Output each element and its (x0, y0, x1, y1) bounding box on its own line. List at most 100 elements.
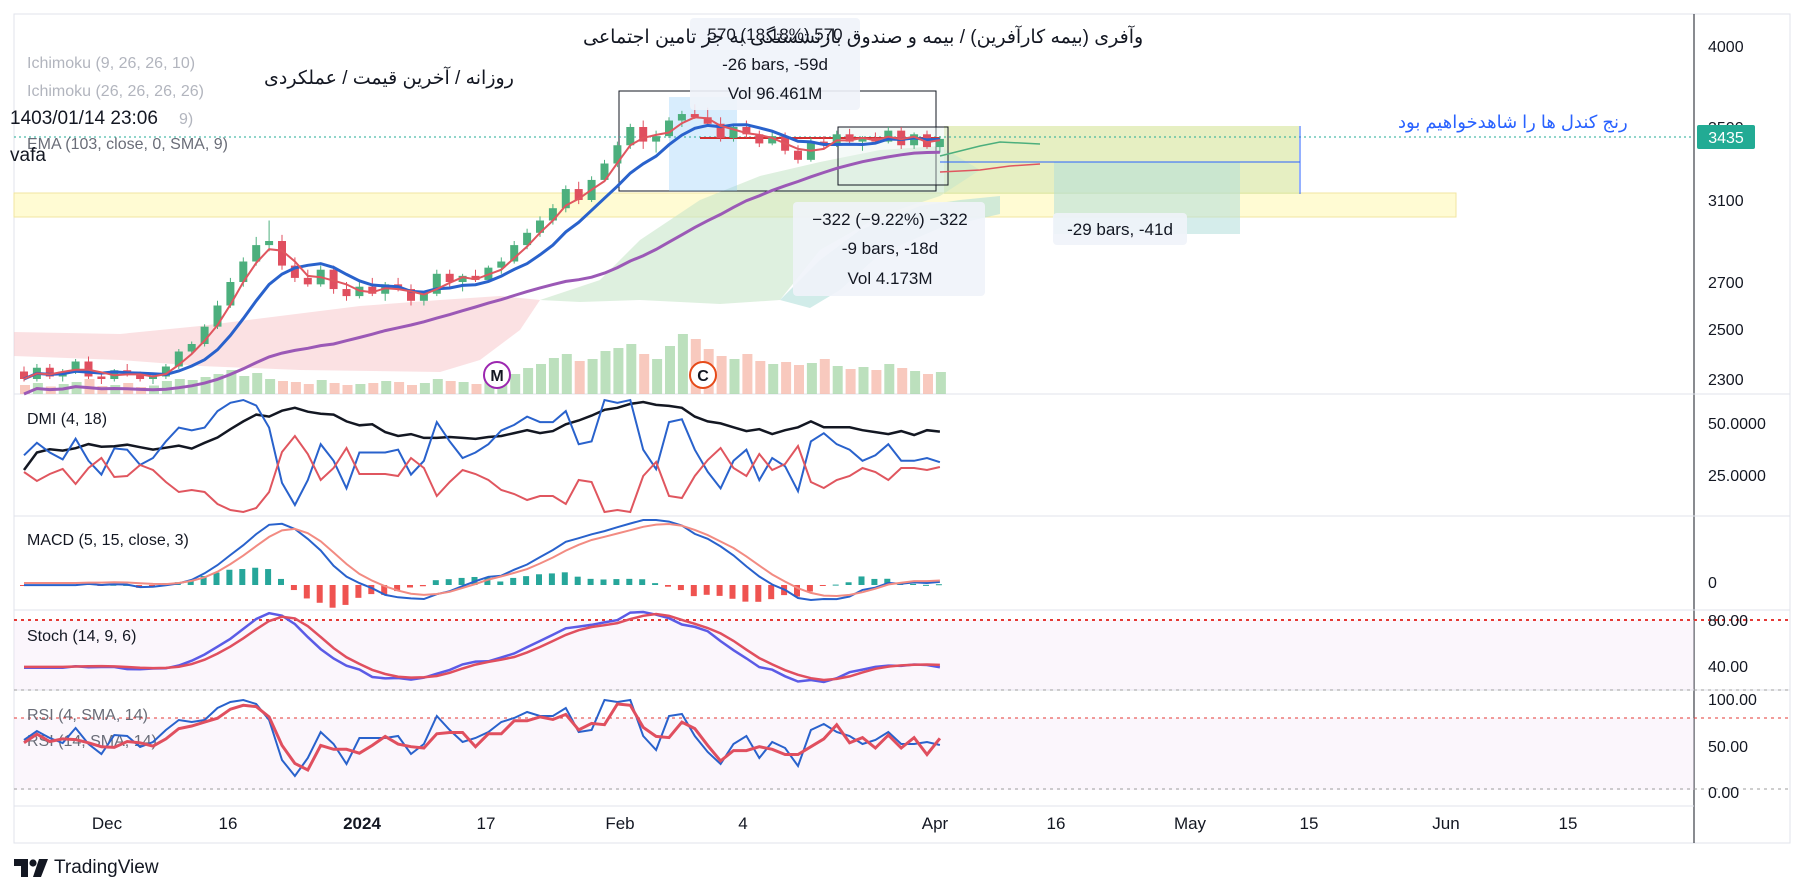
candle-body (626, 127, 635, 146)
candle-body (858, 137, 867, 142)
chart-datetime: 1403/01/14 23:06 (10, 108, 158, 129)
kijun-line (23, 123, 940, 381)
volume-bar (445, 381, 456, 394)
tenkan-line (23, 116, 941, 380)
volume-bar (213, 374, 224, 394)
candle-body (213, 305, 222, 327)
measure-down-line1: −322 (−9.22%) −322 (812, 210, 967, 229)
volume-bar (239, 376, 250, 394)
candle (510, 241, 519, 264)
indicator-ema[interactable]: EMA (103, close, 0, SMA, 9) (27, 136, 228, 153)
macd-hist-bar (742, 585, 749, 602)
macd-hist-bar (226, 569, 233, 585)
volume-bar (652, 359, 663, 394)
candle-body (45, 367, 54, 377)
candle-body (278, 241, 286, 266)
marker-c[interactable]: C (689, 361, 717, 389)
dmi-tick-50: 50.0000 (1708, 416, 1766, 433)
rsi-label-1[interactable]: RSI (4, SMA, 14) (27, 707, 148, 724)
candle-body (897, 130, 906, 146)
macd-hist-bar (445, 579, 452, 585)
candle (755, 130, 764, 148)
volume-bar (897, 368, 908, 394)
candle-body (174, 351, 183, 367)
indicator-ichimoku-1[interactable]: Ichimoku (9, 26, 26, 10) (27, 55, 195, 72)
volume-bar (626, 344, 637, 394)
volume-bar (316, 380, 327, 394)
volume-bar (342, 385, 353, 394)
dmi-label[interactable]: DMI (4, 18) (27, 411, 107, 428)
macd-hist-bar (510, 577, 517, 585)
volume-bar (755, 361, 766, 394)
candle (432, 269, 441, 297)
macd-hist-bar (432, 580, 439, 585)
candle-body (665, 120, 673, 137)
macd-hist-bar (290, 585, 297, 591)
ema-value-hint: 9) (179, 111, 193, 128)
macd-label[interactable]: MACD (5, 15, close, 3) (27, 532, 189, 549)
volume-bar (923, 374, 933, 394)
macd-signal-line (24, 522, 940, 598)
candle-body (639, 127, 648, 142)
indicator-ichimoku-2[interactable]: Ichimoku (26, 26, 26, 26) (27, 83, 204, 100)
macd-hist-bar (381, 585, 388, 595)
macd-hist-bar (600, 579, 607, 585)
macd-hist-bar (548, 573, 555, 585)
candle (497, 257, 506, 274)
candle-body (497, 261, 506, 268)
marker-c-circle (689, 361, 717, 389)
candle-body (716, 123, 725, 138)
macd-hist-bar (561, 572, 568, 585)
macd-hist-bar (484, 577, 491, 585)
candle-body (200, 326, 209, 344)
dmi-tick-25: 25.0000 (1708, 468, 1766, 485)
time-tick-1: 16 (219, 814, 238, 833)
volume-bar (200, 377, 211, 394)
candle-body (329, 269, 338, 290)
macd-hist-bar (871, 578, 878, 585)
measure-label-range: -29 bars, -41d (1053, 213, 1187, 245)
candle-body (471, 275, 480, 280)
macd-hist-bar (574, 576, 581, 585)
volume-bar (329, 383, 340, 394)
candle-body (536, 220, 544, 233)
candle (703, 107, 712, 127)
macd-hist-bar (149, 585, 155, 587)
macd-hist-bar (394, 585, 401, 592)
candle-body (303, 277, 312, 285)
rsi-label-2[interactable]: RSI (14, SMA, 14) (27, 733, 157, 750)
rsi-fast-line (23, 698, 941, 778)
macd-hist-bar (613, 579, 620, 585)
macd-hist-bar (278, 578, 284, 585)
candle (639, 120, 648, 149)
volume-bar (303, 384, 314, 394)
candle-body (368, 286, 377, 294)
candle-body (523, 232, 532, 246)
candle-body (755, 134, 764, 144)
marker-m[interactable]: M (483, 361, 511, 389)
candle-body (845, 134, 854, 142)
measure-label-down: −322 (−9.22%) −322 -9 bars, -18d Vol 4.1… (793, 202, 985, 296)
time-axis[interactable]: Dec 16 2024 17 Feb 4 Apr 16 May 15 Jun 15 (92, 814, 1578, 833)
candle (910, 132, 919, 149)
chart-author: vafa (10, 145, 46, 166)
candle-body (574, 189, 583, 200)
stoch-label[interactable]: Stoch (14, 9, 6) (27, 628, 136, 645)
volume-bar (600, 351, 611, 394)
volume-bar (935, 372, 946, 394)
macd-hist-bar (652, 583, 659, 585)
volume-bar (665, 346, 675, 394)
volume-bar (226, 370, 237, 394)
volume-bar (355, 384, 366, 394)
volume-profile (669, 97, 737, 191)
volume-bar (458, 382, 469, 394)
candle (716, 117, 725, 142)
candle-body (419, 293, 428, 301)
volume-bar (548, 358, 559, 394)
macd-hist-bar (923, 584, 929, 586)
volume-bar (729, 359, 740, 394)
macd-hist-bar (303, 585, 310, 599)
macd-hist-bar (677, 585, 684, 591)
macd-hist-bar (626, 578, 633, 585)
